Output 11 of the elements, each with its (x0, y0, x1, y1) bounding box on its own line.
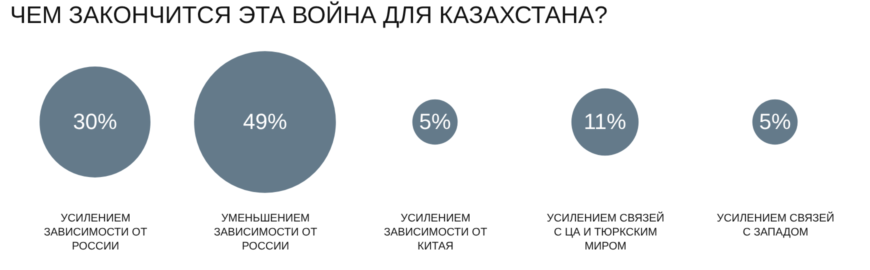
text: ЧЕМ ЗАКОНЧИТСЯ ЭТА ВОЙНА ДЛЯ КАЗАХСТАНА? (10, 1, 608, 29)
category-label: УСИЛЕНИЕМ ЗАВИСИМОСТИ ОТ КИТАЯ (384, 212, 488, 252)
data-label: 49% (242, 109, 288, 134)
data-label: 30% (72, 109, 118, 134)
data-label: 5% (419, 109, 451, 134)
data-label: 11% (584, 109, 626, 134)
category-label: УСИЛЕНИЕМ СВЯЗЕЙ С ЦА И ТЮРКСКИМ МИРОМ (546, 212, 664, 252)
category-label: УМЕНЬШЕНИЕМ ЗАВИСИМОСТИ ОТ РОССИИ (214, 212, 318, 252)
category-label: УСИЛЕНИЕМ ЗАВИСИМОСТИ ОТ РОССИИ (44, 212, 148, 252)
data-label: 5% (759, 109, 791, 134)
category-label: УСИЛЕНИЕМ СВЯЗЕЙ С ЗАПАДОМ (716, 212, 834, 238)
